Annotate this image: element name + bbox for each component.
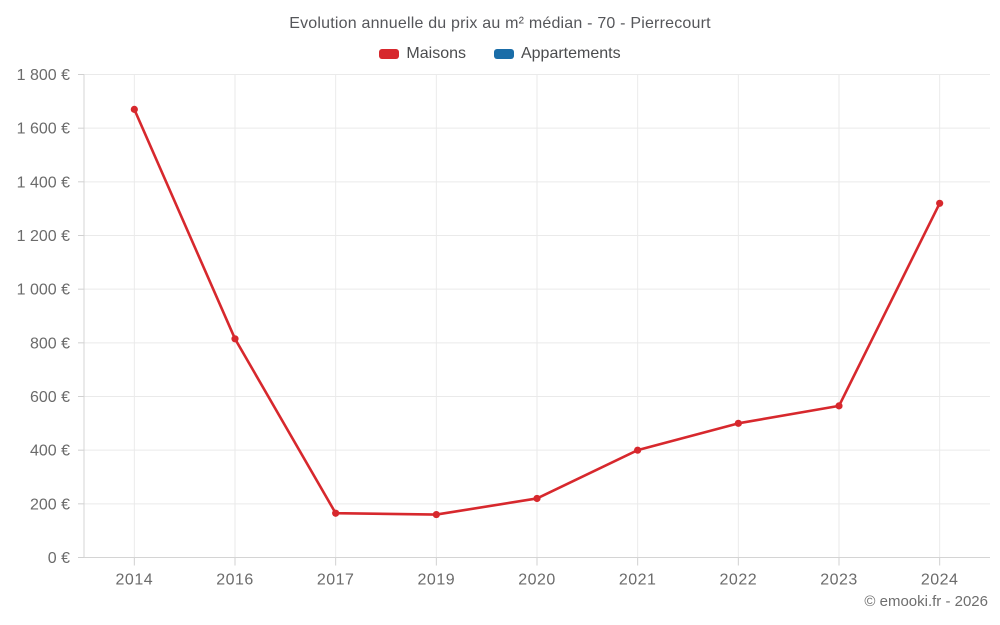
x-axis-label: 2021 <box>619 572 657 589</box>
data-point-maisons-2014[interactable] <box>130 105 138 113</box>
y-axis-label: 1 400 € <box>17 174 70 191</box>
data-point-maisons-2022[interactable] <box>734 419 742 427</box>
x-axis-label: 2014 <box>116 572 154 589</box>
y-axis-label: 600 € <box>30 389 70 406</box>
y-axis-label: 1 200 € <box>17 228 70 245</box>
x-axis-label: 2016 <box>216 572 254 589</box>
legend-swatch-maisons <box>379 49 400 59</box>
y-axis-label: 1 600 € <box>17 121 70 138</box>
x-axis-label: 2017 <box>317 572 355 589</box>
legend: Maisons Appartements <box>0 45 1000 63</box>
legend-label-appartements: Appartements <box>520 45 621 62</box>
copyright-footer: © emooki.fr - 2026 <box>864 593 988 610</box>
legend-swatch-appartements <box>493 49 514 59</box>
x-axis-label: 2024 <box>921 572 959 589</box>
data-point-maisons-2023[interactable] <box>835 402 843 410</box>
y-axis-label: 400 € <box>30 443 70 460</box>
legend-label-maisons: Maisons <box>406 45 466 62</box>
data-point-maisons-2021[interactable] <box>634 446 642 454</box>
y-axis-label: 200 € <box>30 496 70 513</box>
x-axis-label: 2020 <box>518 572 556 589</box>
x-axis-label: 2023 <box>820 572 858 589</box>
data-point-maisons-2019[interactable] <box>432 510 440 519</box>
legend-item-maisons[interactable]: Maisons <box>379 45 466 63</box>
y-axis-label: 1 000 € <box>17 282 70 299</box>
x-axis-label: 2019 <box>418 572 456 589</box>
y-axis-label: 1 800 € <box>17 67 70 84</box>
data-point-maisons-2024[interactable] <box>936 199 944 207</box>
data-point-maisons-2016[interactable] <box>231 335 239 343</box>
legend-item-appartements[interactable]: Appartements <box>493 45 621 63</box>
data-point-maisons-2020[interactable] <box>533 494 541 503</box>
x-axis-label: 2022 <box>720 572 758 589</box>
y-axis-label: 0 € <box>48 550 70 567</box>
data-point-maisons-2017[interactable] <box>332 509 340 517</box>
chart-title: Evolution annuelle du prix au m² médian … <box>289 15 711 32</box>
y-axis-label: 800 € <box>30 335 70 352</box>
